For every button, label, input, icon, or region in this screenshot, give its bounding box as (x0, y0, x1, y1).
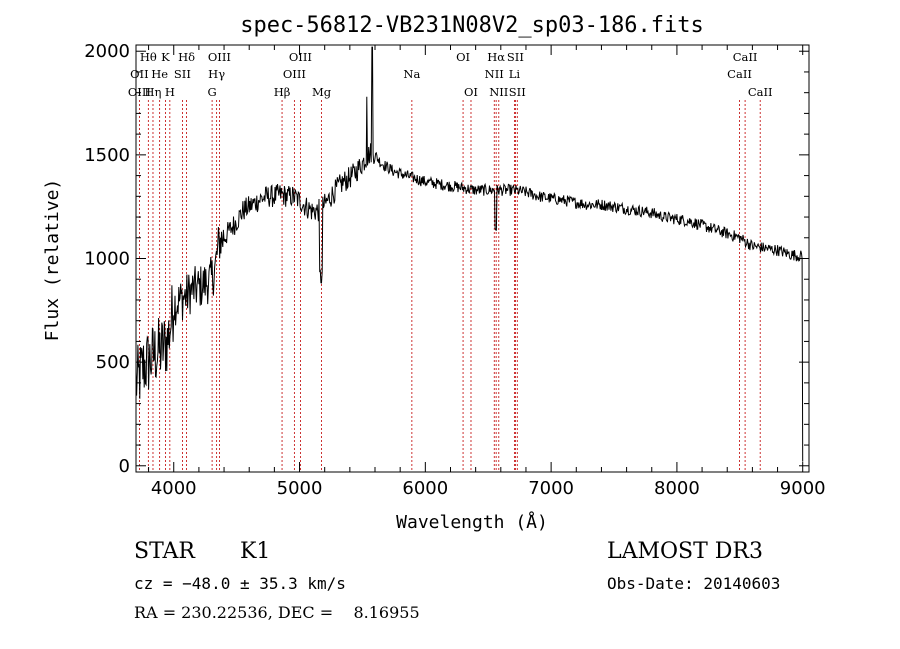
spectral-line-label: OIII (289, 50, 312, 64)
redshift-cz: cz = −48.0 ± 35.3 km/s (134, 574, 346, 593)
spectral-line-label: OII (130, 67, 149, 81)
object-subclass: K1 (240, 539, 271, 564)
x-tick-label: 8000 (654, 478, 700, 499)
y-tick-label: 500 (96, 352, 130, 373)
spectral-line-label: OI (456, 50, 470, 64)
x-tick-label: 7000 (528, 478, 574, 499)
plot-frame (135, 44, 810, 473)
x-tick-label: 6000 (402, 478, 448, 499)
spectral-line-label: K (161, 50, 170, 64)
spectral-line-label: CaII (733, 50, 758, 64)
spectral-line-label: Hθ (140, 50, 157, 64)
spectral-line-label: OIII (128, 85, 151, 99)
x-tick-label: 9000 (780, 478, 826, 499)
survey-name: LAMOST DR3 (607, 539, 763, 564)
spectral-line-label: Hα (487, 50, 505, 64)
spectral-line-label: Hδ (178, 50, 195, 64)
spectral-line-label: Hη (145, 85, 162, 99)
x-tick-label: 4000 (151, 478, 197, 499)
sky-coordinates: RA = 230.22536, DEC = 8.16955 (134, 603, 420, 622)
spectrum-trace (135, 46, 804, 462)
spectral-line-markers (138, 100, 761, 472)
y-axis-ticks: 0 500 1000 1500 2000 (84, 41, 809, 477)
y-tick-label: 0 (119, 456, 130, 477)
spectral-line-label: CaII (727, 67, 752, 81)
x-tick-label: 5000 (277, 478, 323, 499)
spectral-line-label: OIII (208, 50, 231, 64)
spectral-line-label: OI (464, 85, 478, 99)
spectral-line-label: SII (174, 67, 191, 81)
spectral-line-label: SII (507, 50, 524, 64)
spectral-line-label: Hγ (208, 67, 225, 81)
object-type: STAR (134, 539, 195, 564)
y-tick-label: 1000 (84, 249, 130, 270)
y-tick-label: 2000 (84, 41, 130, 62)
spectral-line-label: Mg (312, 85, 332, 99)
spectral-line-label: NII (489, 85, 508, 99)
spectral-line-label: OIII (283, 67, 306, 81)
spectral-line-label: Hβ (274, 85, 291, 99)
spectral-line-label: SII (509, 85, 526, 99)
spectral-line-label: H (165, 85, 175, 99)
spectral-line-label: NII (485, 67, 504, 81)
spectral-line-label: Li (509, 67, 521, 81)
spectral-line-label: CaII (748, 85, 773, 99)
x-axis-ticks: 4000 5000 6000 7000 8000 9000 (148, 45, 826, 499)
spectral-line-label: G (208, 85, 217, 99)
y-axis-label: Flux (relative) (42, 179, 63, 342)
spectral-line-label: Na (403, 67, 420, 81)
x-axis-label: Wavelength (Å) (396, 511, 548, 533)
observation-date: Obs-Date: 20140603 (607, 574, 781, 593)
chart-title: spec-56812-VB231N08V2_sp03-186.fits (240, 13, 704, 38)
spectral-line-label: He (151, 67, 168, 81)
y-tick-label: 1500 (84, 145, 130, 166)
